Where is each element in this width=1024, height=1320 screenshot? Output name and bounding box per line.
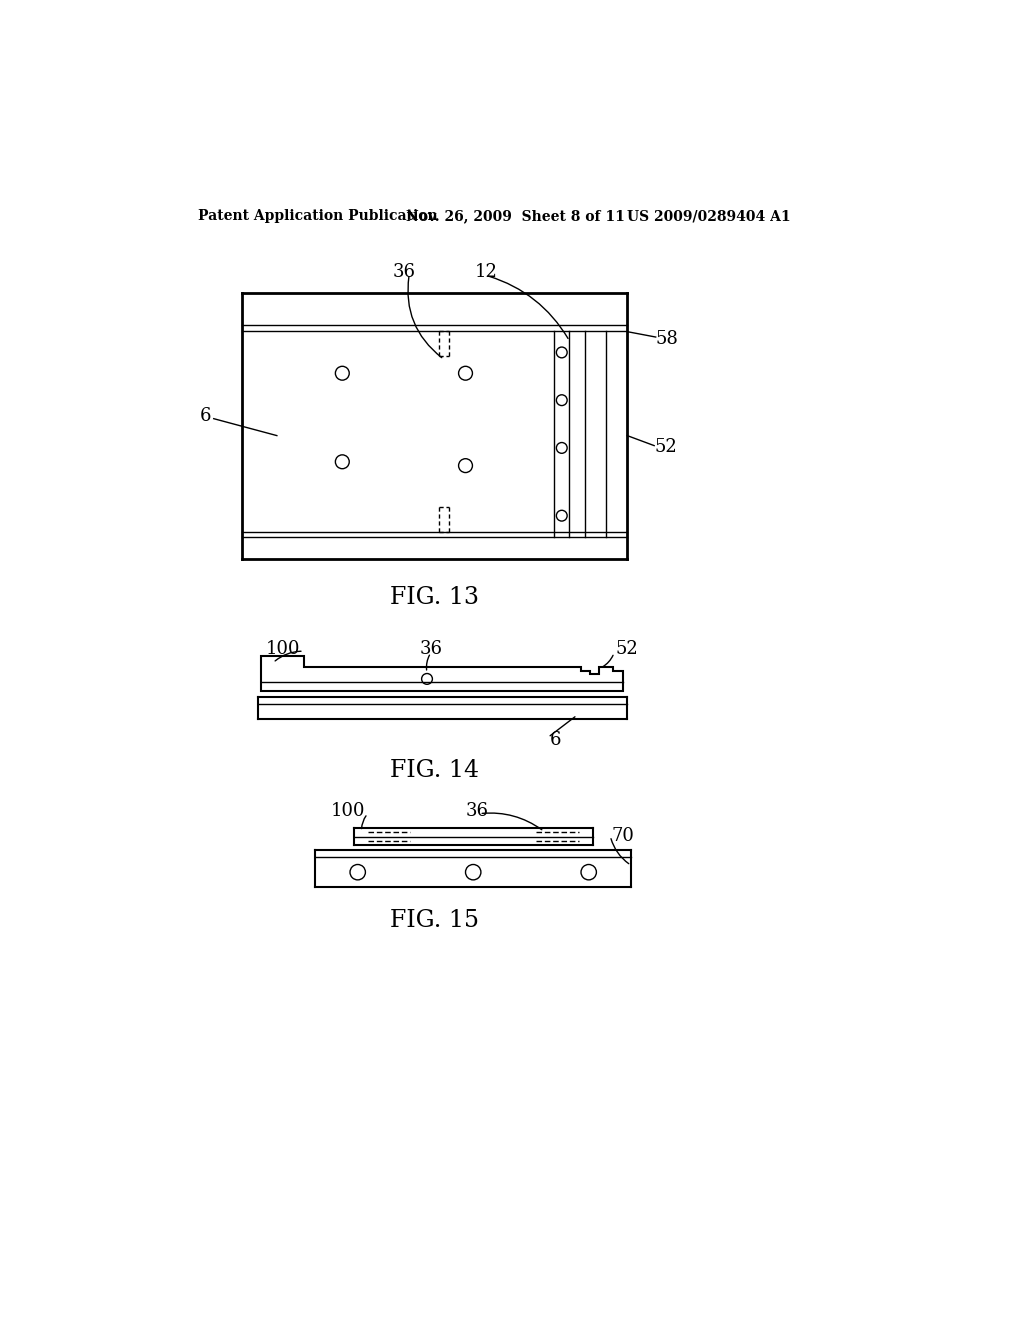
Text: 12: 12 [475, 263, 498, 281]
Text: 6: 6 [550, 731, 562, 748]
Text: 36: 36 [420, 640, 442, 657]
Text: 100: 100 [331, 801, 366, 820]
Text: 70: 70 [611, 828, 635, 845]
Text: US 2009/0289404 A1: US 2009/0289404 A1 [628, 209, 791, 223]
Text: 52: 52 [615, 640, 638, 657]
Text: FIG. 13: FIG. 13 [390, 586, 479, 609]
Text: 58: 58 [655, 330, 679, 348]
Text: 36: 36 [466, 801, 488, 820]
Text: 6: 6 [200, 408, 211, 425]
Text: FIG. 14: FIG. 14 [390, 759, 479, 781]
Text: 100: 100 [265, 640, 300, 657]
Text: 52: 52 [654, 438, 677, 457]
Text: Nov. 26, 2009  Sheet 8 of 11: Nov. 26, 2009 Sheet 8 of 11 [407, 209, 625, 223]
Text: FIG. 15: FIG. 15 [390, 909, 479, 932]
Text: 36: 36 [392, 263, 416, 281]
Text: Patent Application Publication: Patent Application Publication [199, 209, 438, 223]
